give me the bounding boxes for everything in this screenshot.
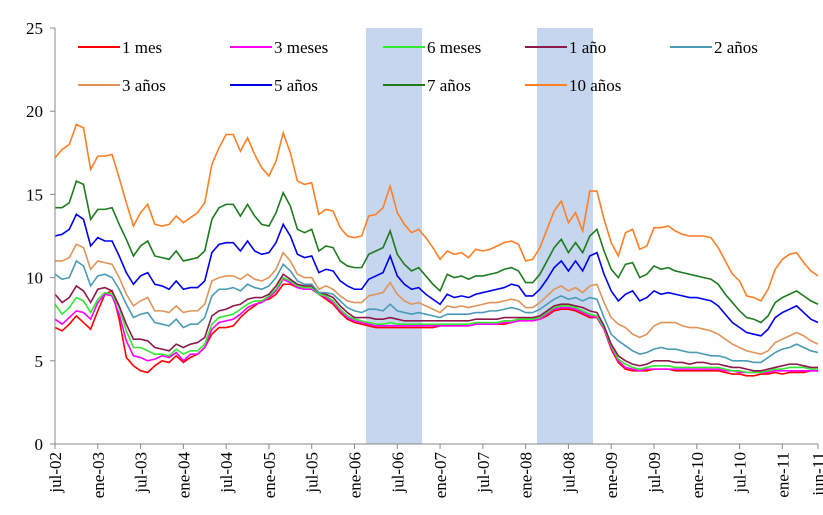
series-line xyxy=(54,278,818,374)
y-tick-label: 5 xyxy=(35,352,44,371)
legend-label: 3 meses xyxy=(274,38,328,57)
x-tick-label: jul-09 xyxy=(645,452,664,494)
series-line xyxy=(54,213,819,337)
legend-label: 5 años xyxy=(274,76,318,95)
x-tick-label: ene-10 xyxy=(688,452,707,498)
y-tick-label: 0 xyxy=(35,435,44,454)
x-tick-label: ene-03 xyxy=(89,452,108,498)
x-tick-label: jul-02 xyxy=(46,452,65,494)
plot-area xyxy=(54,123,819,377)
series-line xyxy=(55,243,819,355)
legend-label: 3 años xyxy=(122,76,166,95)
y-tick-label: 20 xyxy=(26,102,43,121)
legend-label: 1 mes xyxy=(122,38,162,57)
x-tick-label: jul-05 xyxy=(303,452,322,494)
x-tick-label: jul-10 xyxy=(731,452,750,494)
series-line xyxy=(55,179,819,324)
series-line xyxy=(54,123,819,302)
series-line xyxy=(54,283,818,377)
x-tick-label: jul-08 xyxy=(559,452,578,494)
x-tick-label: ene-06 xyxy=(345,452,364,498)
x-tick-label: ene-07 xyxy=(431,452,450,499)
legend-label: 10 años xyxy=(569,76,621,95)
legend-label: 2 años xyxy=(714,38,758,57)
y-tick-label: 25 xyxy=(26,19,43,38)
x-tick-label: ene-04 xyxy=(174,452,193,499)
legend-label: 6 meses xyxy=(427,38,481,57)
x-tick-label: jul-03 xyxy=(132,452,151,494)
x-tick-label: ene-09 xyxy=(602,452,621,498)
x-tick-label: jul-07 xyxy=(474,452,493,494)
x-tick-label: ene-08 xyxy=(517,452,536,498)
x-tick-label: jul-04 xyxy=(217,452,236,494)
x-tick-label: ene-11 xyxy=(773,452,792,498)
shaded-period xyxy=(537,28,593,444)
x-tick-label: jul-06 xyxy=(388,452,407,494)
y-tick-label: 15 xyxy=(26,185,43,204)
series-line xyxy=(54,276,818,374)
series-line xyxy=(54,259,819,364)
legend-label: 7 años xyxy=(427,76,471,95)
series-line xyxy=(54,273,818,372)
legend-label: 1 año xyxy=(569,38,606,57)
x-tick-label: ene-05 xyxy=(260,452,279,498)
y-tick-label: 10 xyxy=(26,269,43,288)
shaded-period xyxy=(366,28,422,444)
x-tick-label: jun-11 xyxy=(809,452,823,497)
